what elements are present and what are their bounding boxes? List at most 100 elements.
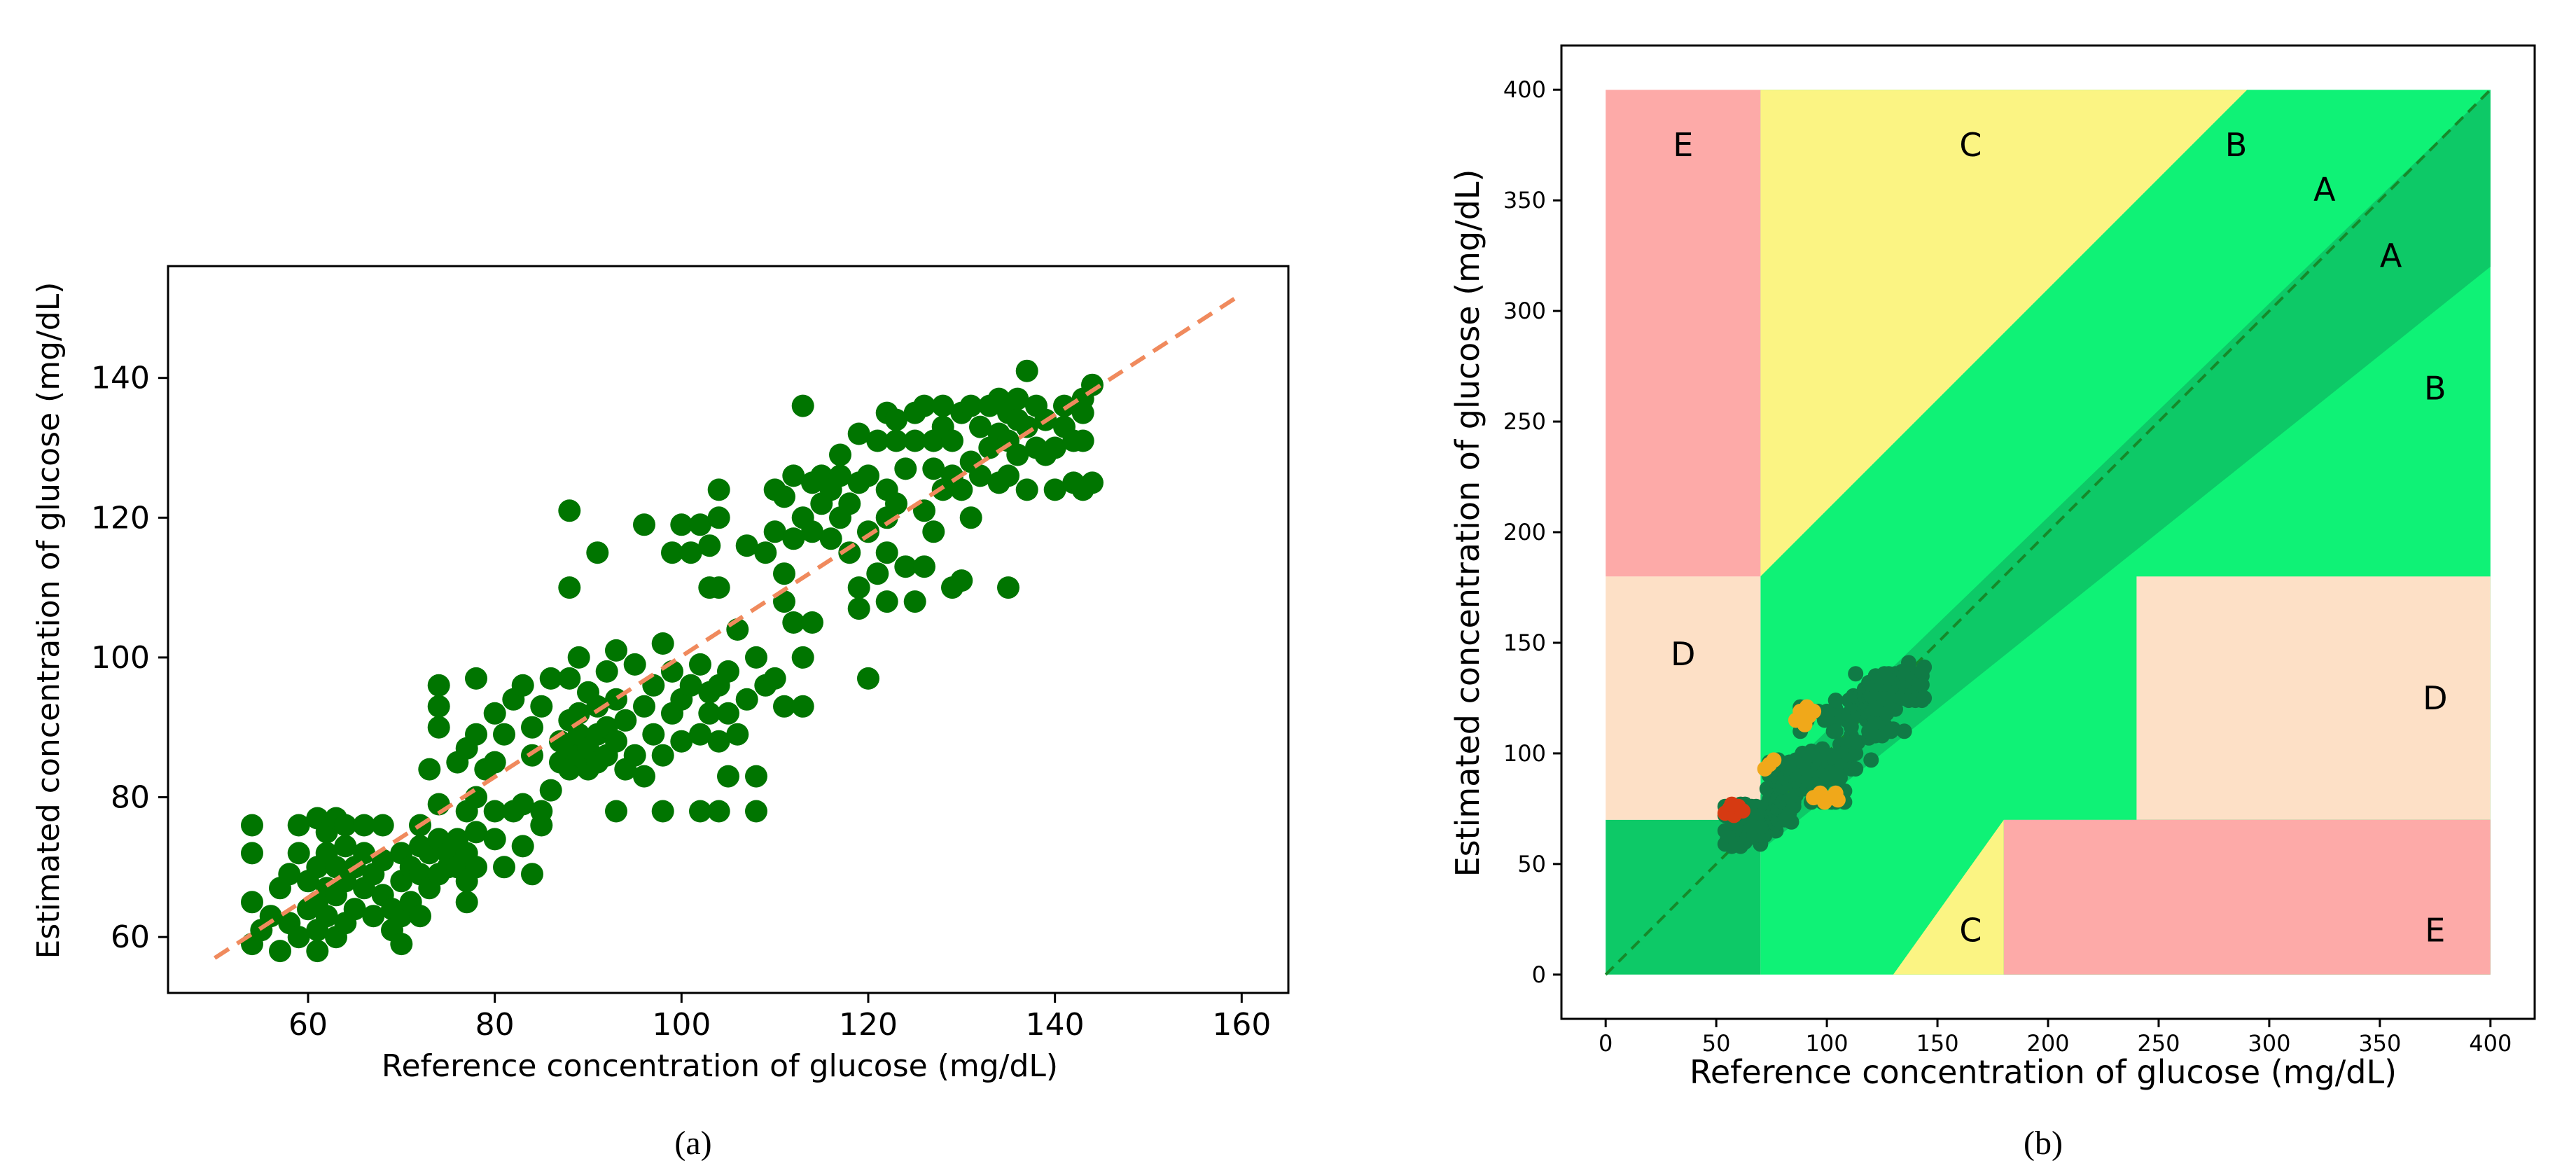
panel-a-y-tick-label: 60 xyxy=(111,919,150,955)
panel-b-x-axis-label: Reference concentration of glucose (mg/d… xyxy=(1690,1053,2397,1091)
panel-a-point xyxy=(605,730,627,753)
panel-a-point xyxy=(894,555,917,578)
panel-a-point xyxy=(241,842,263,865)
panel-a-point xyxy=(1015,415,1038,438)
panel-a-point xyxy=(801,520,823,543)
panel-a-x-tick-label: 140 xyxy=(1026,1007,1085,1043)
panel-a-point xyxy=(633,695,655,718)
panel-a-point xyxy=(959,506,982,529)
panel-a-point xyxy=(605,639,627,662)
panel-a-point xyxy=(950,478,973,501)
panel-b-point-zone-a xyxy=(1916,659,1933,675)
panel-a-point xyxy=(269,940,291,963)
panel-a-point xyxy=(315,905,338,928)
panel-a-point xyxy=(493,856,515,879)
panel-a-point xyxy=(558,576,581,599)
panel-b-y-tick-label: 100 xyxy=(1503,740,1546,767)
panel-a-point xyxy=(791,695,814,718)
panel-a-point xyxy=(362,905,385,928)
panel-b-y-tick-label: 50 xyxy=(1517,851,1546,877)
panel-b-points xyxy=(1717,655,1933,854)
panel-a-point xyxy=(343,898,366,921)
panel-a-point xyxy=(241,891,263,914)
panel-b-y-tick-label: 200 xyxy=(1503,519,1546,545)
panel-a-point xyxy=(521,716,543,739)
panel-a-point xyxy=(483,828,506,851)
panel-a-point xyxy=(763,667,786,690)
panel-a-point xyxy=(903,590,926,613)
panel-a-point xyxy=(530,800,553,823)
panel-a-point xyxy=(465,723,487,746)
panel-b-x-tick-label: 300 xyxy=(2248,1030,2290,1057)
panel-b-point-zone-a xyxy=(1896,723,1912,739)
panel-b-x-ticks: 0 50 100 150 200 250 300 350 400 xyxy=(1599,1019,2512,1057)
panel-a-point xyxy=(885,408,907,431)
panel-a-point xyxy=(633,765,655,788)
panel-a-point xyxy=(885,429,907,452)
panel-b-x-tick-label: 350 xyxy=(2358,1030,2401,1057)
panel-a-point xyxy=(773,562,795,585)
panel-b-y-tick-label: 250 xyxy=(1503,408,1546,435)
panel-a-point xyxy=(707,576,730,599)
panel-a-point xyxy=(465,821,487,844)
panel-a-point xyxy=(493,723,515,746)
panel-b-point-zone-a xyxy=(1888,701,1903,717)
panel-a-y-tick-label: 80 xyxy=(111,780,150,816)
panel-a-point xyxy=(1071,429,1094,452)
panel-a-point xyxy=(1006,443,1029,466)
panel-a-point xyxy=(997,464,1019,487)
panel-a-point xyxy=(679,541,702,564)
panel-a-point xyxy=(847,576,870,599)
panel-a-point xyxy=(707,730,730,753)
panel-a-y-axis-label: Estimated concentration of glucose (mg/d… xyxy=(31,282,67,959)
panel-a-point xyxy=(306,940,329,963)
panel-b-point-zone-a xyxy=(1783,814,1799,830)
zone-label-d: D xyxy=(2423,679,2447,717)
panel-b-y-tick-label: 150 xyxy=(1503,630,1546,656)
panel-a-x-tick-label: 160 xyxy=(1212,1007,1271,1043)
panel-a-point xyxy=(334,835,357,858)
panel-b-y-ticks: 0 50 100 150 200 250 300 350 400 xyxy=(1503,76,1561,988)
panel-a-point xyxy=(651,744,674,767)
panel-a-point xyxy=(483,800,506,823)
panel-a-point xyxy=(455,891,478,914)
panel-a-point xyxy=(857,667,879,690)
panel-b-y-tick-label: 400 xyxy=(1503,76,1546,103)
panel-a-point xyxy=(773,485,795,508)
panel-a-point xyxy=(763,520,786,543)
panel-b-point-zone-b xyxy=(1799,699,1815,715)
panel-a-point xyxy=(847,597,870,620)
panel-a-point xyxy=(838,541,861,564)
panel-a-point xyxy=(651,632,674,655)
panel-b-y-tick-label: 300 xyxy=(1503,298,1546,324)
panel-a-point xyxy=(875,541,898,564)
panel-a-point xyxy=(511,835,534,858)
panel-a-x-tick-label: 100 xyxy=(652,1007,711,1043)
panel-b-x-tick-label: 400 xyxy=(2469,1030,2512,1057)
panel-a-point xyxy=(745,646,767,669)
panel-a-points xyxy=(241,359,1103,963)
panel-b-x-tick-label: 100 xyxy=(1806,1030,1849,1057)
panel-a-point xyxy=(567,646,590,669)
panel-a-point xyxy=(418,758,441,781)
panel-a-point xyxy=(782,611,805,634)
panel-a-point xyxy=(558,499,581,522)
panel-b-y-tick-label: 350 xyxy=(1503,187,1546,214)
panel-a-point xyxy=(670,513,693,536)
zone-e-region xyxy=(2003,819,2491,975)
panel-a-plot-frame xyxy=(167,265,1290,994)
panel-a-point xyxy=(511,674,534,697)
panel-a-point xyxy=(717,660,739,683)
panel-a-x-tick-label: 60 xyxy=(288,1007,328,1043)
panel-b-x-tick-label: 50 xyxy=(1702,1030,1731,1057)
panel-a-point xyxy=(894,457,917,480)
panel-a-point xyxy=(838,492,861,515)
panel-b-point-zone-d xyxy=(1724,796,1740,812)
panel-a-point xyxy=(595,660,618,683)
panel-a-point xyxy=(1081,373,1103,396)
panel-a-point xyxy=(427,674,450,697)
panel-a-point xyxy=(558,667,581,690)
panel-a-point xyxy=(586,695,609,718)
panel-b-y-tick-label: 0 xyxy=(1532,961,1546,988)
